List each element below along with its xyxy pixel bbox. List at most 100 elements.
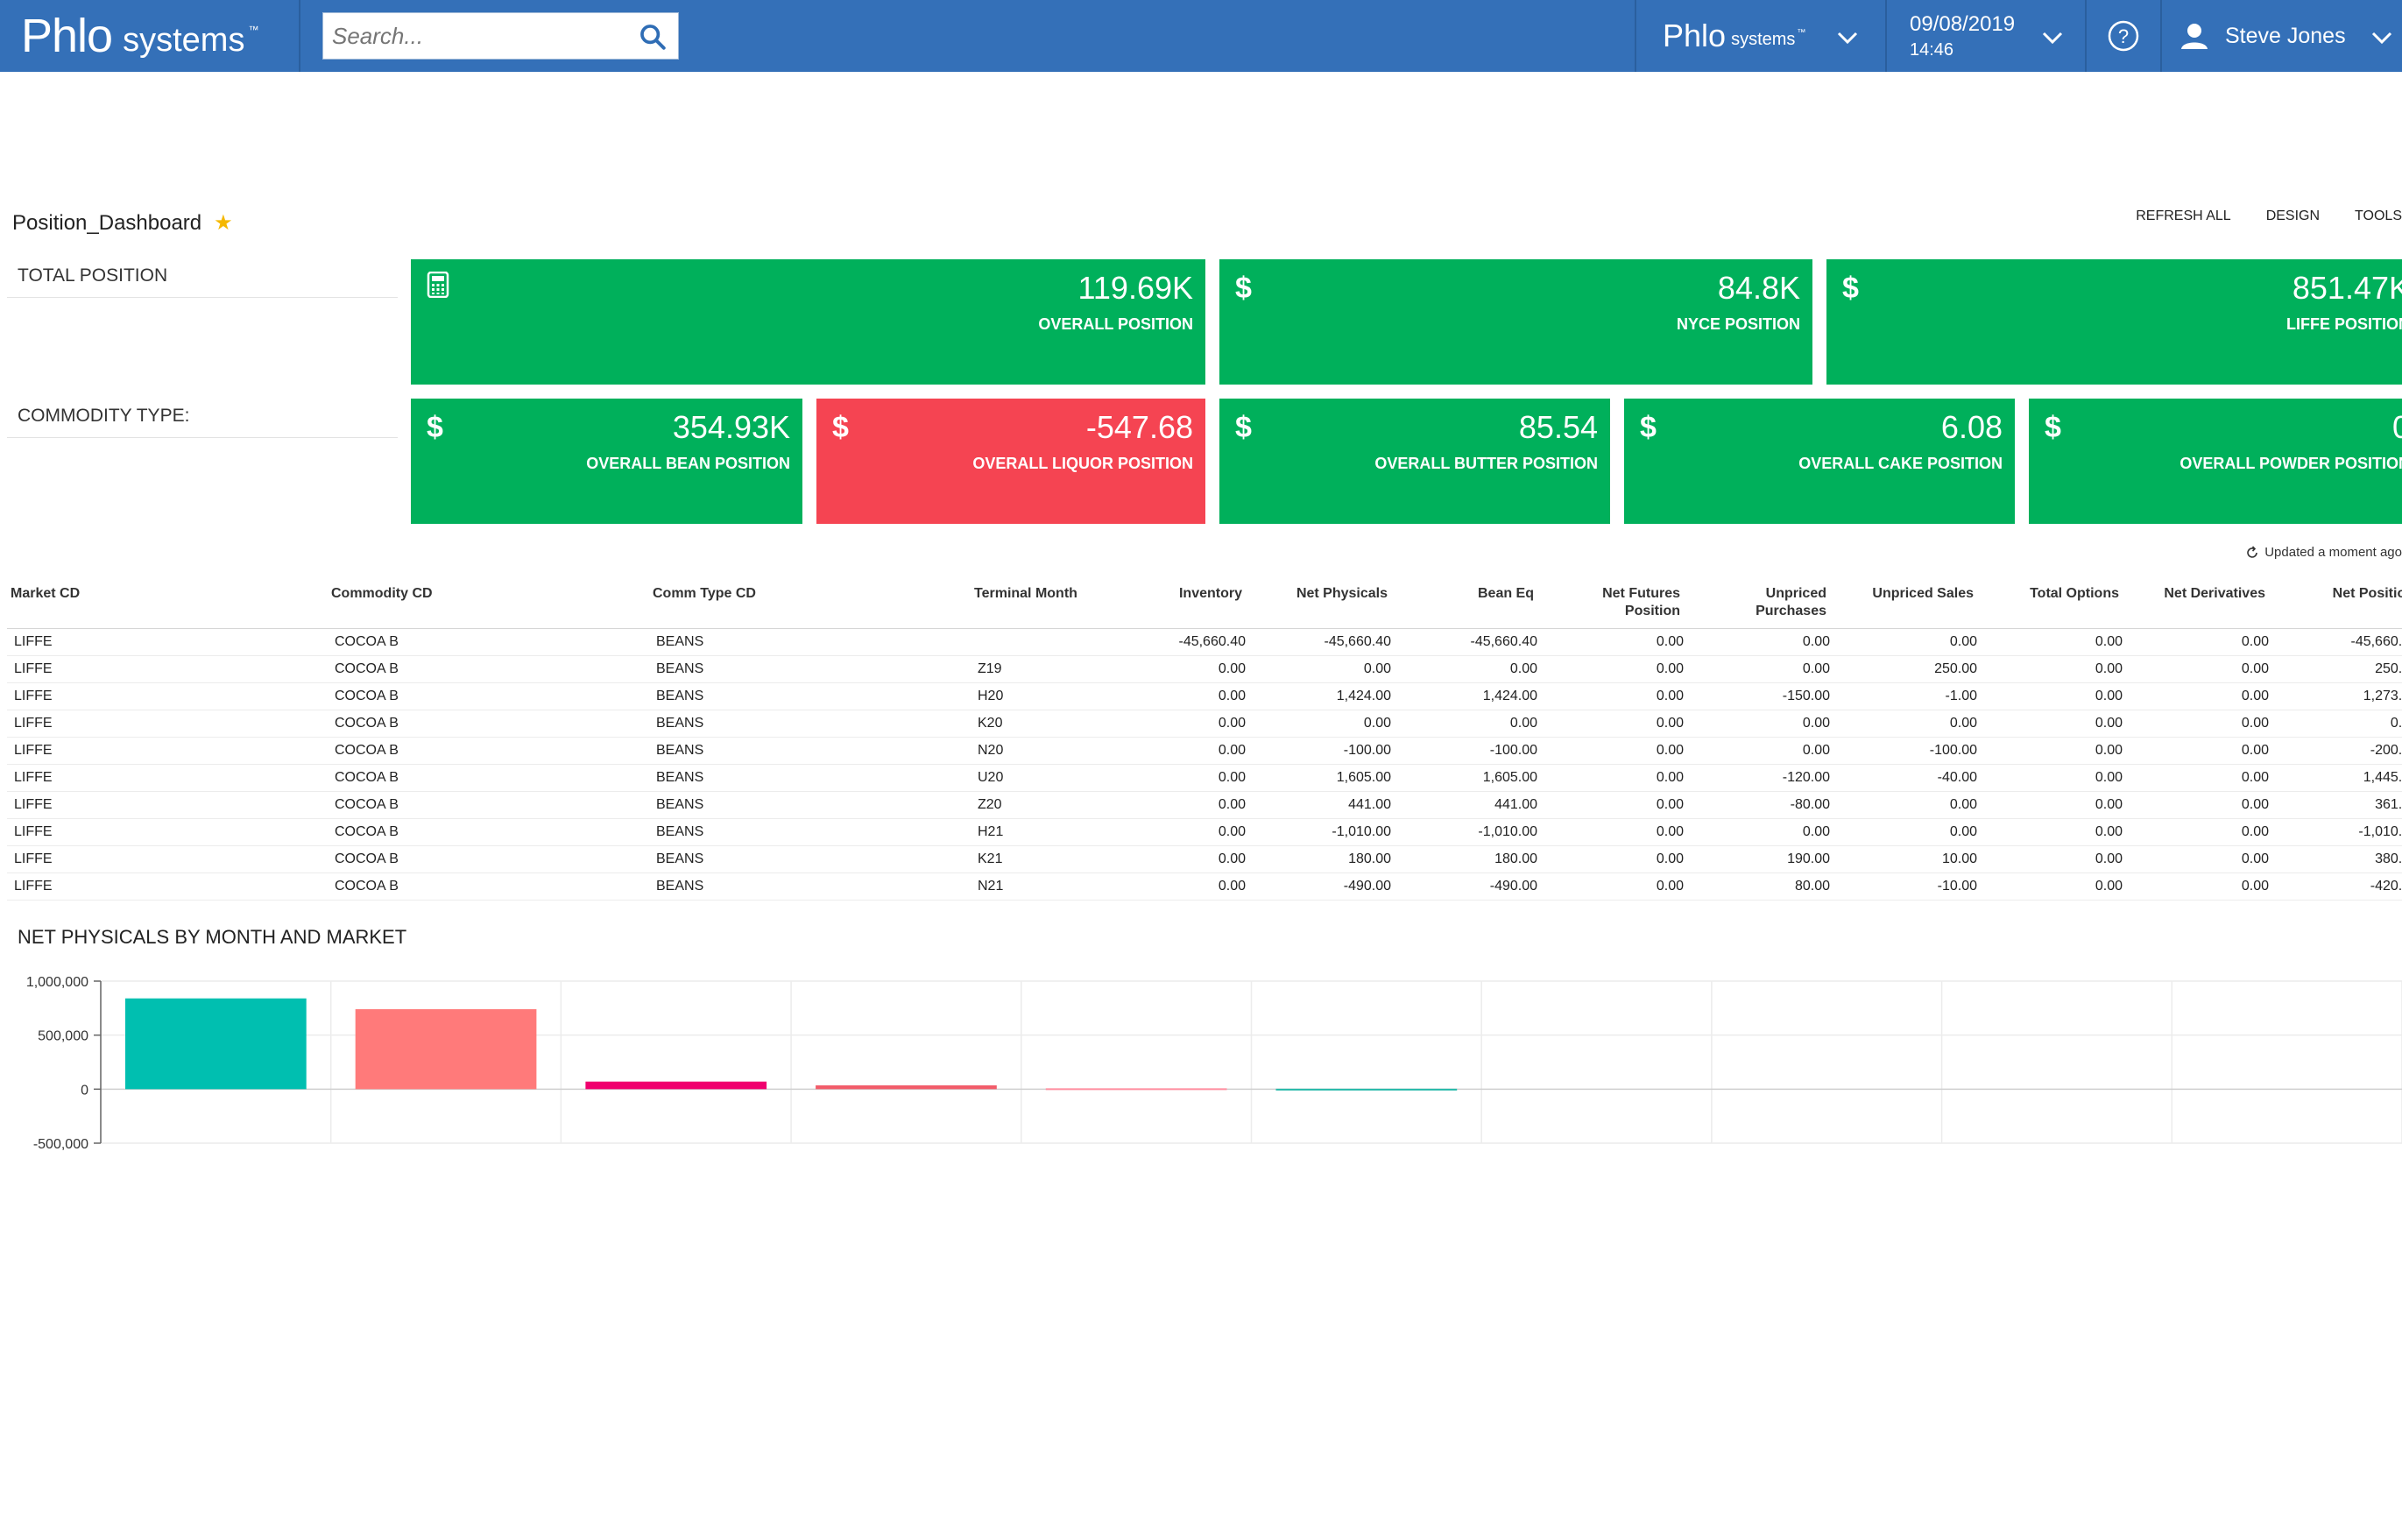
table-cell: BEANS [656, 824, 704, 839]
table-cell: BEANS [656, 797, 704, 812]
table-cell: 10.00 [1941, 851, 1977, 866]
table-row[interactable]: LIFFE COCOA B BEANS H21 0.00 -1,010.00 -1,010.… [7, 819, 2402, 846]
column-header[interactable]: Net Physicals [1296, 586, 1388, 601]
company-selector[interactable]: Phlo systems ™ [1635, 0, 1885, 72]
column-header[interactable]: Inventory [1178, 586, 1242, 601]
net-physicals-chart: 1,000,000 500,000 0 -500,000 [26, 975, 2402, 1152]
table-cell: LIFFE [14, 716, 53, 731]
column-header[interactable]: Net Position [2332, 586, 2402, 601]
user-menu[interactable]: Steve Jones [2160, 0, 2402, 72]
design-button[interactable]: DESIGN [2265, 208, 2321, 223]
tile-butter-position[interactable]: $ 85.54 OVERALL BUTTER POSITION [1219, 399, 1610, 524]
table-cell: -420.00 [2370, 879, 2402, 894]
table-row[interactable]: LIFFE COCOA B BEANS N20 0.00 -100.00 -100.00 0.… [7, 738, 2402, 765]
table-cell: 190.00 [1787, 851, 1830, 866]
table-row[interactable]: LIFFE COCOA B BEANS H20 0.00 1,424.00 1,424.00… [7, 683, 2402, 710]
column-header[interactable]: Comm Type CD [653, 586, 756, 601]
dollar-icon: $ [1842, 272, 1859, 305]
table-cell: 1,605.00 [1482, 770, 1537, 785]
refresh-icon[interactable] [2245, 545, 2259, 560]
table-header: Market CD Commodity CD Comm Type CD Termina… [7, 578, 2402, 629]
table-row[interactable]: LIFFE COCOA B BEANS K20 0.00 0.00 0.00 0.00 0.00… [7, 710, 2402, 738]
dollar-icon: $ [427, 411, 443, 444]
table-cell: COCOA B [335, 770, 399, 785]
table-row[interactable]: LIFFE COCOA B BEANS K21 0.00 180.00 180.00 0.00… [7, 846, 2402, 873]
table-cell: LIFFE [14, 770, 53, 785]
table-cell: -150.00 [1782, 689, 1830, 703]
tile-overall-position[interactable]: 119.69K OVERALL POSITION [411, 259, 1205, 385]
table-row[interactable]: LIFFE COCOA B BEANS Z20 0.00 441.00 441.00 0.00… [7, 792, 2402, 819]
tile-value: 851.47K [2292, 270, 2402, 306]
table-cell: 180.00 [1348, 851, 1391, 866]
table-row[interactable]: LIFFE COCOA B BEANS N21 0.00 -490.00 -490.00 0.… [7, 873, 2402, 901]
table-cell: 1,424.00 [1482, 689, 1537, 703]
table-cell: -490.00 [1489, 879, 1537, 894]
column-header[interactable]: Commodity CD [331, 586, 433, 601]
tools-button[interactable]: TOOLS [2355, 208, 2402, 223]
tile-cake-position[interactable]: $ 6.08 OVERALL CAKE POSITION [1624, 399, 2015, 524]
tile-label: OVERALL BUTTER POSITION [1374, 455, 1598, 472]
tile-liffe-position[interactable]: $ 851.47K LIFFE POSITION [1826, 259, 2402, 385]
tile-powder-position[interactable]: $ 0 OVERALL POWDER POSITION [2029, 399, 2402, 524]
table-cell: 0.00 [1656, 770, 1684, 785]
favorite-star-icon[interactable]: ★ [214, 211, 233, 235]
chart-bar [585, 1081, 767, 1090]
chevron-down-icon [1837, 32, 1858, 45]
table-cell: COCOA B [335, 689, 399, 703]
table-cell: 0.00 [2095, 879, 2123, 894]
table-cell: 80.00 [1794, 879, 1830, 894]
table-cell: BEANS [656, 879, 704, 894]
user-name: Steve Jones [2225, 23, 2346, 48]
column-header[interactable]: Bean Eq [1477, 586, 1534, 601]
column-header[interactable]: Market CD [11, 586, 81, 601]
dashboard-name: Position_Dashboard [12, 210, 202, 235]
date-selector[interactable]: 09/08/2019 14:46 [1885, 0, 2085, 72]
column-header[interactable]: Total Options [2030, 586, 2119, 601]
tile-value: 354.93K [672, 409, 790, 445]
updated-status: Updated a moment ago [2245, 545, 2402, 560]
table-row[interactable]: LIFFE COCOA B BEANS -45,660.40 -45,660.40 -45… [7, 629, 2402, 656]
table-cell: COCOA B [335, 879, 399, 894]
table-cell: 0.00 [2241, 824, 2269, 839]
table-cell: 0.00 [1802, 661, 1830, 676]
table-cell: -1.00 [1945, 689, 1977, 703]
column-header[interactable]: Unpriced Purchases [1756, 586, 1826, 618]
table-cell: LIFFE [14, 797, 53, 812]
column-header[interactable]: Net Futures Position [1602, 586, 1680, 618]
search-icon[interactable] [638, 22, 668, 52]
table-cell: 0.00 [1656, 689, 1684, 703]
search-input[interactable] [323, 13, 678, 59]
tile-label: OVERALL LIQUOR POSITION [972, 455, 1193, 472]
app-logo[interactable]: Phlo systems ™ [0, 0, 300, 72]
tile-liquor-position[interactable]: $ -547.68 OVERALL LIQUOR POSITION [816, 399, 1205, 524]
tile-value: 119.69K [1077, 270, 1193, 306]
svg-text:?: ? [2118, 25, 2129, 47]
top-bar: Phlo systems ™ Phlo systems ™ 09/08/2019… [0, 0, 2402, 72]
page-title: Position_Dashboard ★ [12, 210, 233, 236]
tile-label: OVERALL POSITION [1038, 315, 1193, 333]
column-header[interactable]: Net Derivatives [2164, 586, 2265, 601]
company-logo-sub: systems [1731, 29, 1796, 49]
table-cell: Z19 [978, 661, 1002, 676]
table-cell: COCOA B [335, 634, 399, 649]
help-button[interactable]: ? [2085, 0, 2160, 72]
table-cell: 0.00 [1656, 851, 1684, 866]
column-header[interactable]: Unpriced Sales [1872, 586, 1974, 601]
column-header[interactable]: Terminal Month [974, 586, 1077, 601]
table-cell: -200.00 [2370, 743, 2402, 758]
table-cell: LIFFE [14, 824, 53, 839]
updated-text: Updated a moment ago [2264, 545, 2402, 560]
table-row[interactable]: LIFFE COCOA B BEANS U20 0.00 1,605.00 1,605.00… [7, 765, 2402, 792]
logo-trademark: ™ [248, 24, 259, 36]
table-cell: 0.00 [2095, 797, 2123, 812]
table-cell: N20 [978, 743, 1004, 758]
tile-nyce-position[interactable]: $ 84.8K NYCE POSITION [1219, 259, 1812, 385]
table-cell: LIFFE [14, 634, 53, 649]
refresh-all-button[interactable]: REFRESH ALL [2136, 208, 2231, 223]
table-cell: 0.00 [2241, 770, 2269, 785]
table-cell: 0.00 [1218, 716, 1246, 731]
table-cell: BEANS [656, 716, 704, 731]
table-cell: -1,010.00 [2358, 824, 2402, 839]
tile-bean-position[interactable]: $ 354.93K OVERALL BEAN POSITION [411, 399, 802, 524]
table-row[interactable]: LIFFE COCOA B BEANS Z19 0.00 0.00 0.00 0.00 0.00… [7, 656, 2402, 683]
